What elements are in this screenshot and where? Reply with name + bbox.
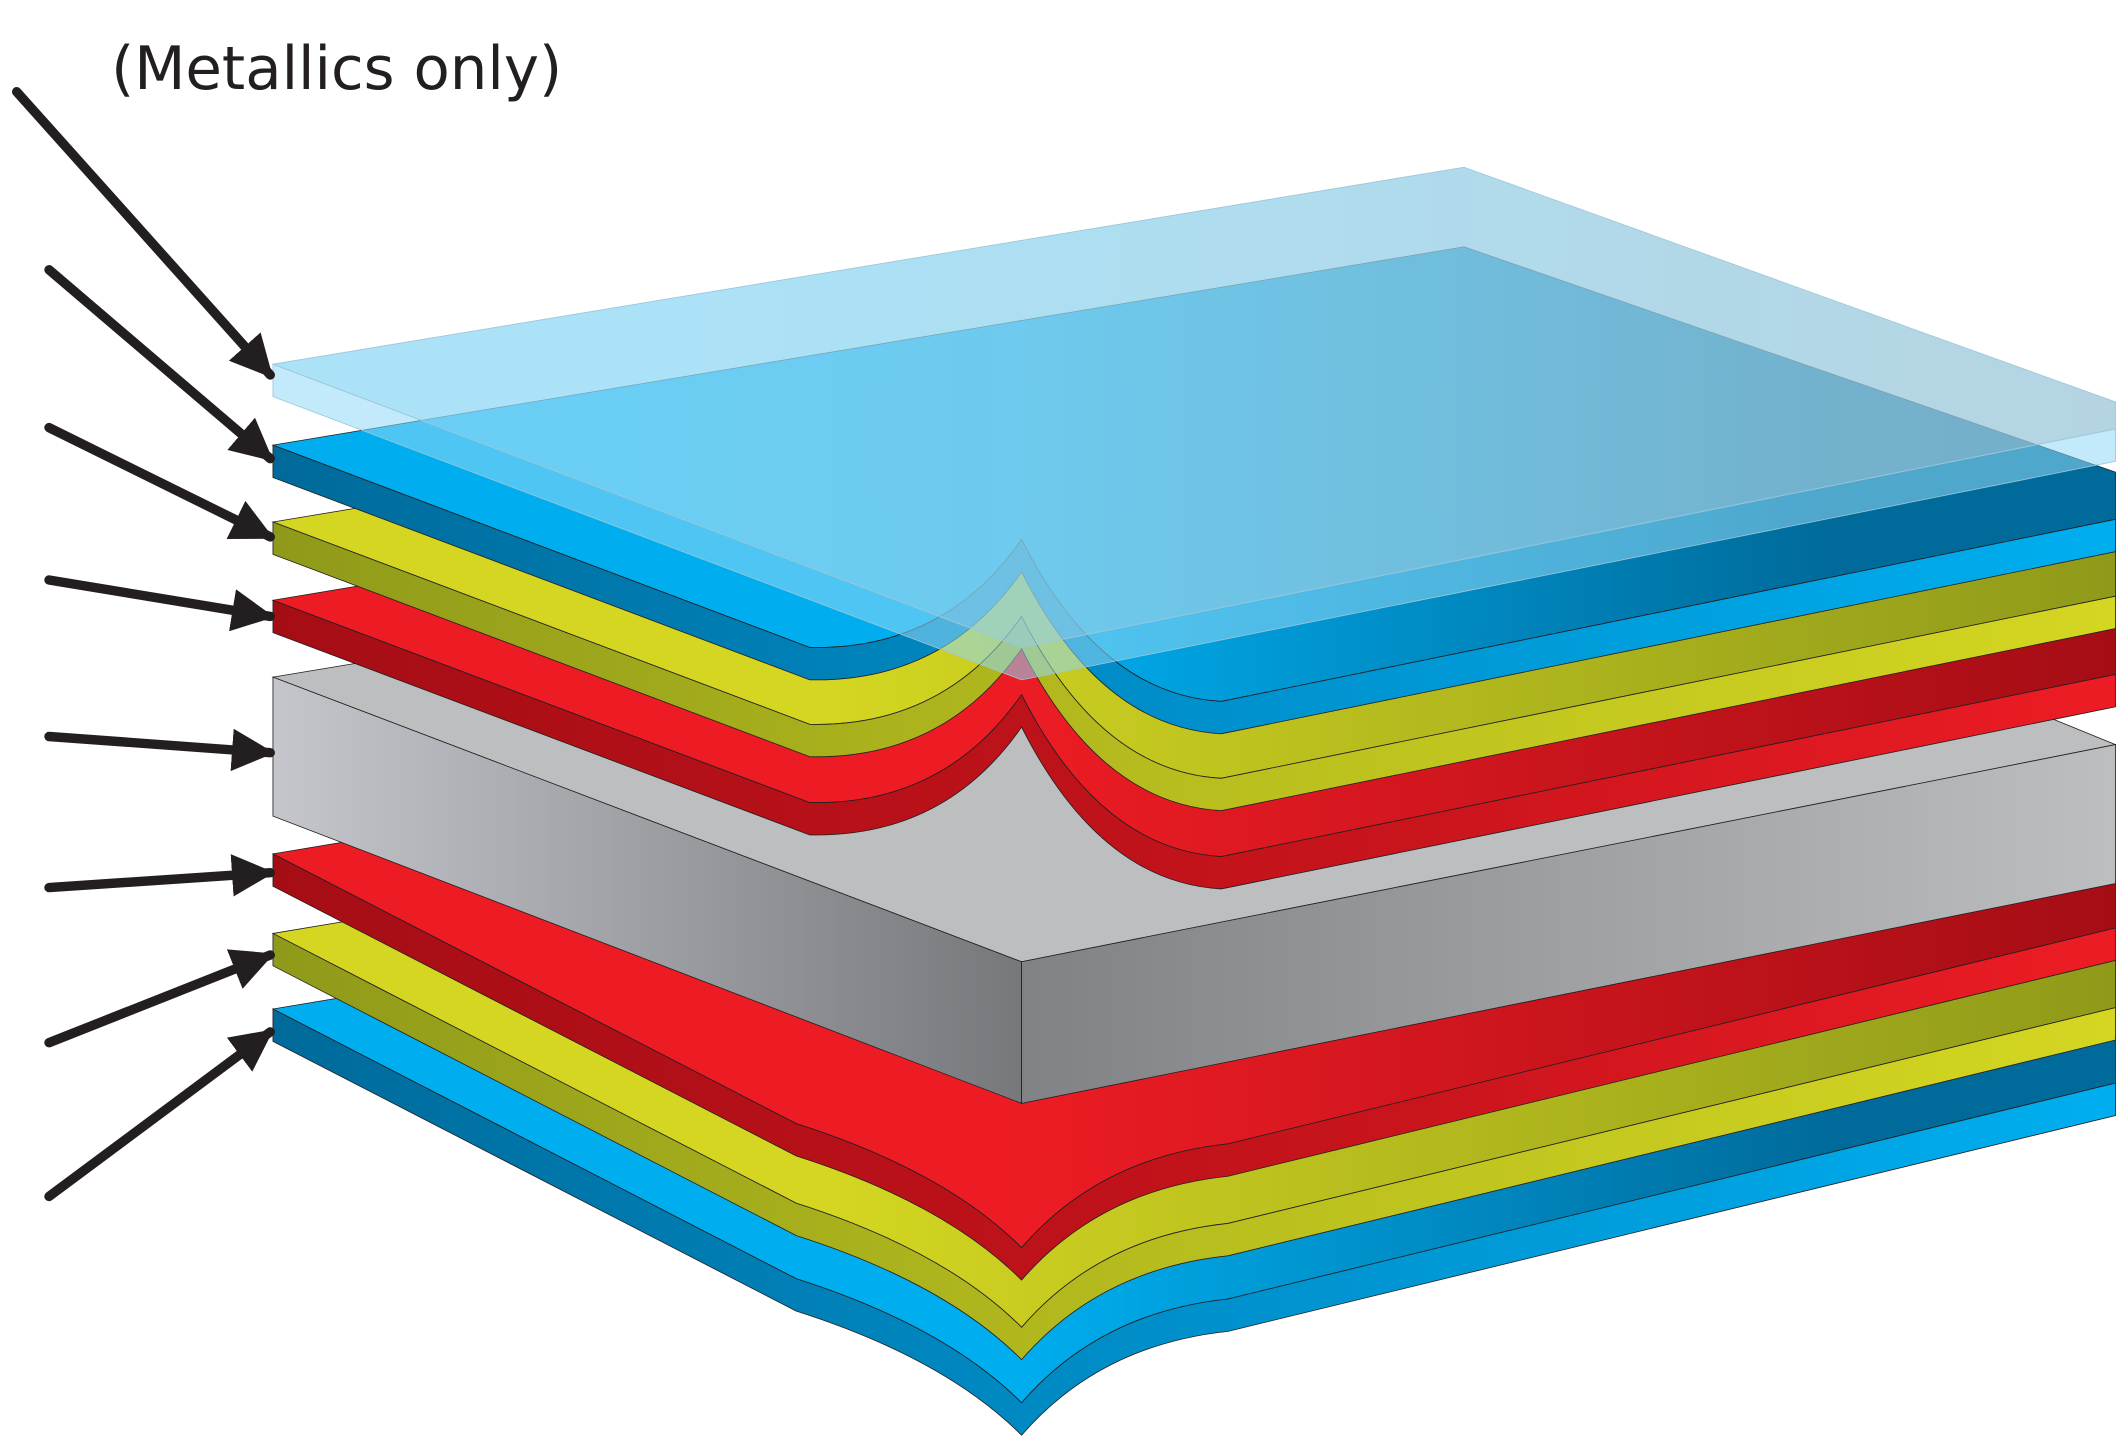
- caption: (Metallics only): [111, 34, 562, 103]
- arrow: [44, 854, 275, 897]
- arrow: [44, 1027, 275, 1202]
- arrow: [44, 422, 275, 542]
- arrow: [11, 87, 275, 380]
- arrow: [44, 265, 275, 464]
- arrows: [11, 87, 275, 1202]
- arrow: [44, 575, 275, 632]
- arrow: [44, 728, 275, 772]
- layers: [271, 166, 2116, 1436]
- arrow: [44, 949, 275, 1048]
